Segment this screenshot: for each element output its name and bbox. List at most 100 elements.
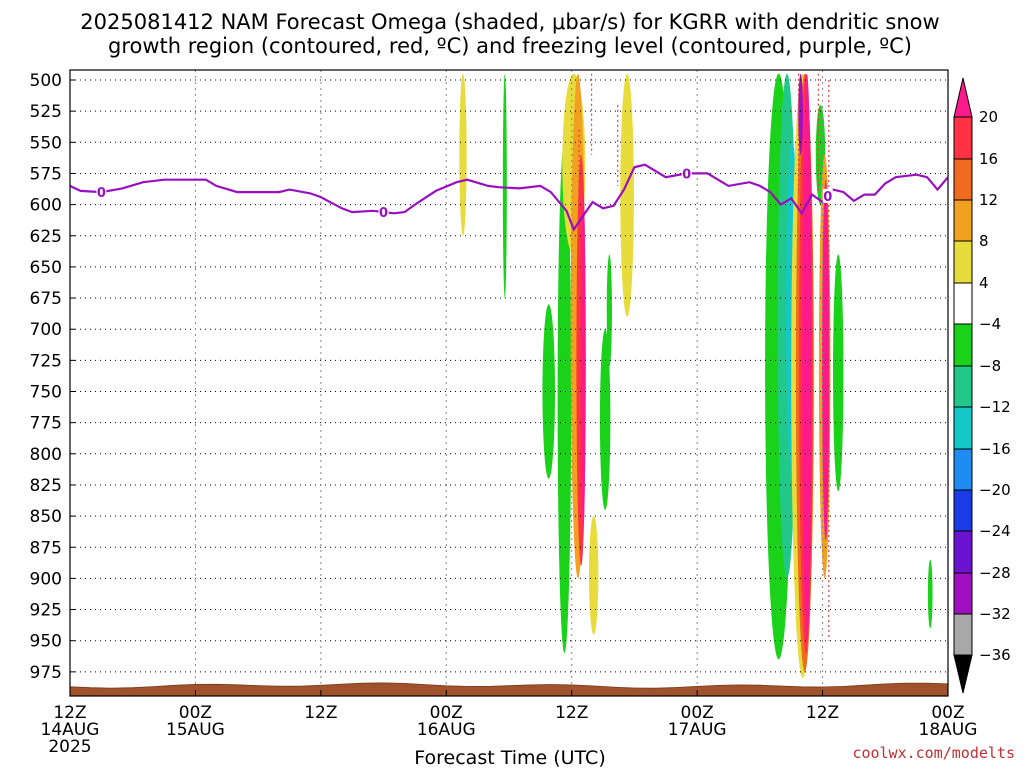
chart-title-line2: growth region (contoured, red, ºC) and f…	[108, 34, 912, 58]
x-tick-label: 12Z	[304, 703, 337, 723]
colorbar-label: 8	[979, 232, 989, 250]
freezing-label-bg	[96, 185, 107, 200]
freezing-label-bg	[822, 188, 833, 203]
y-tick-label: 725	[30, 351, 62, 371]
y-tick-label: 675	[30, 289, 62, 309]
colorbar-band	[953, 116, 973, 160]
y-tick-label: 700	[30, 320, 62, 340]
freezing-level-label: 0	[823, 190, 832, 205]
y-tick-label: 750	[30, 383, 62, 403]
x-tick-label: 12Z	[806, 703, 839, 723]
colorbar: 20 16 12 8 4 −4 −8 −12 −16 −20 −24 −28 −32 −36	[953, 77, 1011, 694]
colorbar-band	[953, 323, 973, 367]
freezing-level-label: 0	[682, 167, 691, 182]
y-tick-label: 500	[30, 71, 62, 91]
colorbar-label: −8	[979, 357, 1001, 375]
colorbar-band	[953, 613, 973, 656]
omega-cell	[542, 304, 555, 479]
y-tick-label: 975	[30, 663, 62, 683]
freezing-level-label: 0	[97, 186, 106, 201]
x-tick-label: 12Z	[53, 703, 86, 723]
colorbar-band	[953, 530, 973, 574]
colorbar-band	[953, 365, 973, 408]
freezing-label-bg	[681, 166, 692, 181]
omega-cell	[927, 559, 933, 629]
colorbar-label: 12	[979, 191, 998, 209]
colorbar-band	[953, 489, 973, 532]
y-tick-label: 800	[30, 445, 62, 465]
colorbar-band	[953, 406, 973, 450]
colorbar-top-arrow	[953, 77, 973, 118]
dendritic-growth-contours	[578, 73, 830, 641]
colorbar-band	[953, 158, 973, 201]
y-tick-label: 875	[30, 538, 62, 558]
colorbar-label: −36	[979, 646, 1011, 664]
y-tick-label: 825	[30, 476, 62, 496]
colorbar-label: −28	[979, 564, 1011, 582]
terrain-fill	[69, 682, 949, 697]
plot-frame	[69, 69, 949, 697]
colorbar-label: −20	[979, 481, 1011, 499]
omega-cell	[588, 516, 599, 635]
y-tick-label: 775	[30, 414, 62, 434]
x-tick-label: 17AUG	[668, 720, 727, 740]
omega-cell	[599, 329, 611, 510]
x-tick-label: 18AUG	[919, 720, 978, 740]
colorbar-label: −24	[979, 522, 1011, 540]
omega-cell	[802, 73, 812, 641]
y-tick-label: 950	[30, 632, 62, 652]
colorbar-band	[953, 572, 973, 615]
terrain-surface	[69, 682, 949, 697]
freezing-level-label: 0	[379, 206, 388, 221]
colorbar-label: 16	[979, 150, 998, 168]
y-tick-label: 900	[30, 569, 62, 589]
colorbar-label: −16	[979, 440, 1011, 458]
y-tick-label: 625	[30, 227, 62, 247]
x-tick-label: 2025	[48, 737, 91, 757]
omega-cell	[557, 142, 572, 654]
omega-cell	[833, 254, 844, 492]
colorbar-label: −4	[979, 315, 1001, 333]
omega-cell	[798, 73, 803, 155]
omega-shading	[459, 73, 933, 679]
x-tick-label: 14AUG	[41, 720, 100, 740]
y-tick-label: 525	[30, 102, 62, 122]
colorbar-label: 4	[979, 274, 989, 292]
x-axis-label: Forecast Time (UTC)	[414, 747, 605, 768]
omega-cell	[459, 73, 467, 236]
colorbar-label: −32	[979, 605, 1011, 623]
credit-text: coolwx.com/modelts	[852, 744, 1015, 762]
freezing-label-bg	[378, 205, 389, 220]
x-tick-label: 16AUG	[417, 720, 476, 740]
omega-cell	[502, 73, 507, 299]
colorbar-band	[953, 240, 973, 284]
x-tick-label: 15AUG	[166, 720, 225, 740]
colorbar-band	[953, 448, 973, 491]
y-tick-label: 550	[30, 133, 62, 153]
x-tick-label: 00Z	[931, 703, 964, 723]
x-tick-label: 00Z	[430, 703, 463, 723]
y-tick-label: 650	[30, 258, 62, 278]
y-tick-label: 925	[30, 601, 62, 621]
omega-cell	[620, 73, 634, 317]
plot-grid	[70, 70, 948, 696]
y-tick-label: 850	[30, 507, 62, 527]
x-tick-label: 00Z	[681, 703, 714, 723]
y-axis-ticks: 500 525 550 575 600 625 650 675 700 725 750 775 800 8…	[30, 71, 75, 683]
chart-title-line1: 2025081412 NAM Forecast Omega (shaded, μ…	[80, 10, 939, 34]
colorbar-band	[953, 282, 973, 325]
colorbar-label: 20	[979, 108, 998, 126]
colorbar-bottom-arrow	[953, 654, 973, 694]
colorbar-band	[953, 199, 973, 242]
x-tick-label: 12Z	[555, 703, 588, 723]
y-tick-label: 600	[30, 196, 62, 216]
y-tick-label: 575	[30, 164, 62, 184]
freezing-level-line	[70, 163, 948, 232]
x-tick-label: 00Z	[179, 703, 212, 723]
colorbar-label: −12	[979, 398, 1011, 416]
freezing-level-contour: 0 0 0 0	[70, 163, 948, 232]
omega-cell	[580, 192, 586, 529]
omega-cell	[606, 254, 612, 367]
